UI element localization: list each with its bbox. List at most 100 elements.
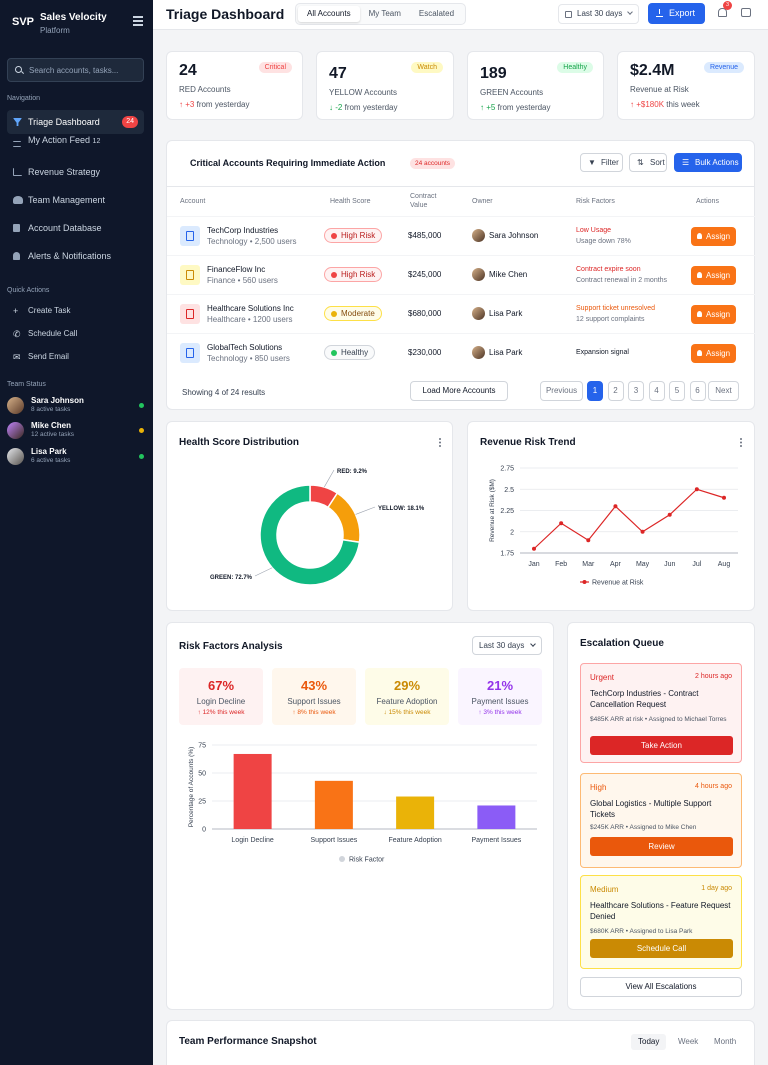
more-options-icon[interactable] xyxy=(439,438,441,447)
member-tasks: 8 active tasks xyxy=(31,406,71,413)
tab-month[interactable]: Month xyxy=(714,1037,737,1046)
tab-all-accounts[interactable]: All Accounts xyxy=(298,6,360,22)
sidebar-search-input[interactable]: Search accounts, tasks... xyxy=(7,58,144,82)
y-axis-label: Revenue at Risk ($M) xyxy=(489,479,496,542)
sort-icon: ⇅ xyxy=(637,158,644,167)
x-tick-label: May xyxy=(636,561,650,568)
hamburger-menu-icon[interactable] xyxy=(133,16,143,26)
next-page-button[interactable]: Next xyxy=(708,381,739,401)
escalation-item[interactable]: Urgent 2 hours ago TechCorp Industries - C… xyxy=(580,663,742,763)
kpi-card-red[interactable]: 24 RED Accounts Critical ↑ +3 from yeste… xyxy=(166,51,303,120)
filter-button[interactable]: ▼ Filter xyxy=(580,153,623,172)
y-tick-label: 0 xyxy=(202,827,206,834)
data-point xyxy=(586,538,591,543)
assign-button[interactable]: Assign xyxy=(691,227,736,246)
account-meta: Technology • 2,500 users xyxy=(207,237,297,246)
notifications-bell-icon[interactable] xyxy=(718,8,727,17)
building-icon xyxy=(186,309,194,319)
date-range-select[interactable]: Last 30 days xyxy=(558,4,639,24)
sidebar-item-account-database[interactable]: Account Database xyxy=(7,216,144,240)
filter-icon: ▼ xyxy=(588,158,596,167)
risk-factor-label: Payment Issues xyxy=(471,697,529,706)
kpi-value: 47 xyxy=(329,65,347,82)
risk-factor-box[interactable]: 67% Login Decline ↑ 12% this week xyxy=(179,668,263,725)
view-all-escalations-button[interactable]: View All Escalations xyxy=(580,977,742,997)
kpi-card-revenue[interactable]: $2.4M Revenue at Risk Revenue ↑ +$180K t… xyxy=(617,51,755,120)
brand-logo: SVP xyxy=(12,16,35,28)
tab-today[interactable]: Today xyxy=(631,1034,667,1050)
x-tick-label: Login Decline xyxy=(231,837,274,844)
load-more-button[interactable]: Load More Accounts xyxy=(410,381,508,401)
x-tick-label: Payment Issues xyxy=(471,837,521,844)
brand-subtitle: Platform xyxy=(40,26,70,35)
tab-week[interactable]: Week xyxy=(678,1037,699,1046)
data-point xyxy=(722,495,726,500)
sidebar-item-team-management[interactable]: Team Management xyxy=(7,188,144,212)
page-2-button[interactable]: 2 xyxy=(607,381,624,401)
quick-action-create-task[interactable]: + Create Task xyxy=(7,301,144,321)
team-member[interactable]: Sara Johnson 8 active tasks xyxy=(7,395,147,417)
label-leader-line xyxy=(323,469,335,488)
sidebar-item-triage-dashboard[interactable]: Triage Dashboard 24 xyxy=(7,110,144,134)
section-title: Team Performance Snapshot xyxy=(179,1036,317,1047)
kpi-label: Revenue at Risk xyxy=(630,85,689,94)
account-name[interactable]: Healthcare Solutions Inc xyxy=(207,304,294,313)
escalation-action-button[interactable]: Take Action xyxy=(590,736,733,755)
sort-button[interactable]: ⇅ Sort xyxy=(629,153,667,172)
kpi-card-yellow[interactable]: 47 YELLOW Accounts Watch ↓ -2 from yeste… xyxy=(316,51,454,120)
escalation-item[interactable]: Medium 1 day ago Healthcare Solutions - Fe… xyxy=(580,875,742,969)
risk-factor-box[interactable]: 43% Support Issues ↑ 8% this week xyxy=(272,668,356,725)
search-placeholder: Search accounts, tasks... xyxy=(29,66,119,75)
more-options-icon[interactable] xyxy=(740,438,742,447)
escalation-item[interactable]: High 4 hours ago Global Logistics - Multip… xyxy=(580,773,742,868)
page-3-button[interactable]: 3 xyxy=(628,381,644,401)
team-member[interactable]: Lisa Park 6 active tasks xyxy=(7,446,147,468)
nav-heading: Navigation xyxy=(7,95,41,102)
owner-name: Lisa Park xyxy=(489,348,523,357)
label-leader-line xyxy=(254,567,273,577)
bar xyxy=(396,796,435,829)
escalation-action-button[interactable]: Schedule Call xyxy=(590,939,733,958)
column-header: Actions xyxy=(696,198,719,205)
quick-action-schedule-call[interactable]: ✆ Schedule Call xyxy=(7,324,144,344)
tab-my-team[interactable]: My Team xyxy=(368,9,401,18)
kpi-delta-text: from yesterday xyxy=(196,100,250,109)
account-name[interactable]: TechCorp Industries xyxy=(207,226,279,235)
page-6-button[interactable]: 6 xyxy=(689,381,706,401)
page-5-button[interactable]: 5 xyxy=(669,381,685,401)
team-member[interactable]: Mike Chen 12 active tasks xyxy=(7,420,147,442)
bulk-actions-button[interactable]: ☰ Bulk Actions xyxy=(674,153,742,172)
escalation-time: 2 hours ago xyxy=(695,673,732,680)
account-meta: Healthcare • 1200 users xyxy=(207,315,293,324)
quick-action-send-email[interactable]: ✉ Send Email xyxy=(7,347,144,367)
escalation-action-button[interactable]: Review xyxy=(590,837,733,856)
risk-range-select[interactable]: Last 30 days xyxy=(472,636,542,655)
kpi-delta: ↓ -2 from yesterday xyxy=(329,103,398,112)
risk-factor-box[interactable]: 21% Payment Issues ↑ 3% this week xyxy=(458,668,542,725)
risk-factor-box[interactable]: 29% Feature Adoption ↓ 15% this week xyxy=(365,668,449,725)
risk-factor-primary: Support ticket unresolved xyxy=(576,305,655,312)
sidebar-item-alerts[interactable]: Alerts & Notifications xyxy=(7,244,144,268)
messages-icon[interactable] xyxy=(741,8,751,17)
risk-factor-label: Support Issues xyxy=(287,697,341,706)
account-name[interactable]: GlobalTech Solutions xyxy=(207,343,283,352)
page-1-button[interactable]: 1 xyxy=(587,381,603,401)
kpi-card-green[interactable]: 189 GREEN Accounts Healthy ↑ +5 from yes… xyxy=(467,51,604,120)
assign-button[interactable]: Assign xyxy=(691,305,736,324)
kpi-delta-value: +3 xyxy=(185,100,195,109)
account-name[interactable]: FinanceFlow Inc xyxy=(207,265,266,274)
sidebar-item-action-feed[interactable]: My Action Feed 12 xyxy=(7,132,144,154)
export-button[interactable]: Export xyxy=(648,3,705,24)
previous-page-button[interactable]: Previous xyxy=(540,381,583,401)
sidebar-item-revenue-strategy[interactable]: Revenue Strategy xyxy=(7,160,144,184)
y-tick-label: 2 xyxy=(510,529,514,536)
tab-escalated[interactable]: Escalated xyxy=(418,9,455,18)
risk-factor-primary: Low Usage xyxy=(576,227,612,234)
quick-action-label: Schedule Call xyxy=(28,329,78,338)
page-4-button[interactable]: 4 xyxy=(648,381,665,401)
risk-factor-percentage: 43% xyxy=(300,678,328,693)
assign-button[interactable]: Assign xyxy=(691,266,736,285)
assign-button[interactable]: Assign xyxy=(691,344,736,363)
donut-slice xyxy=(259,484,361,586)
